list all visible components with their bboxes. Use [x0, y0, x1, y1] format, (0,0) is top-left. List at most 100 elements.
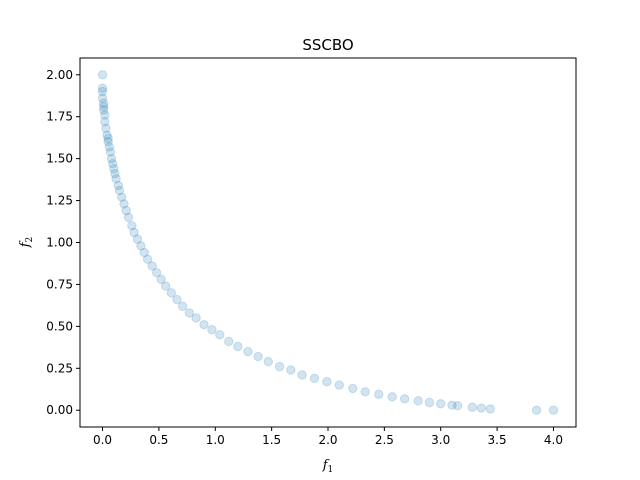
scatter-point: [136, 241, 146, 251]
scatter-point: [374, 389, 384, 399]
scatter-point: [156, 274, 166, 285]
y-axis-label-subscript: 2: [25, 237, 35, 243]
scatter-point: [98, 105, 109, 115]
scatter-point: [399, 394, 410, 404]
y-tick-label: 1.00: [46, 236, 73, 250]
scatter-point: [100, 110, 110, 120]
y-tick-label: 1.25: [46, 194, 73, 208]
scatter-point: [207, 325, 217, 335]
x-axis-label-subscript: 1: [328, 465, 334, 475]
scatter-point: [243, 346, 253, 357]
scatter-point: [123, 212, 134, 223]
scatter-point: [105, 147, 116, 157]
x-tick-label: 2.5: [375, 433, 394, 447]
scatter-point: [467, 402, 477, 412]
scatter-point: [274, 361, 285, 372]
scatter-point: [172, 294, 182, 305]
scatter-point: [177, 301, 188, 311]
scatter-point: [191, 313, 201, 323]
scatter-point: [322, 377, 332, 387]
y-tick-label: 0.50: [46, 319, 73, 333]
scatter-point: [151, 267, 162, 278]
scatter-point: [286, 365, 296, 375]
scatter-point: [436, 399, 446, 409]
scatter-point: [548, 405, 559, 415]
scatter-point: [103, 137, 113, 147]
scatter-point: [139, 247, 149, 258]
x-tick-label: 3.0: [431, 433, 450, 447]
scatter-point: [97, 83, 108, 93]
scatter-point: [103, 133, 113, 144]
scatter-point: [476, 403, 487, 413]
x-axis-ticks: 0.0 0.5 1.0 1.5 2.0 2.5 3.0 3.5 4.0: [93, 427, 563, 447]
scatter-point: [309, 373, 320, 384]
scatter-point: [97, 93, 108, 103]
scatter-point: [253, 351, 263, 362]
y-tick-label: 1.50: [46, 152, 73, 166]
scatter-point: [113, 180, 124, 191]
scatter-point: [224, 336, 234, 347]
x-tick-label: 0.5: [149, 433, 168, 447]
y-axis-ticks: 0.00 0.25 0.50 0.75 1.00 1.25 1.50 1.75 2.00: [46, 68, 80, 417]
scatter-point: [452, 401, 463, 411]
scatter-point: [485, 404, 496, 414]
chart-title: SSCBO: [302, 36, 353, 54]
x-tick-label: 2.0: [318, 433, 337, 447]
scatter-point: [447, 400, 457, 410]
y-axis-label-base: f: [18, 240, 33, 248]
scatter-point: [199, 319, 209, 330]
scatter-point: [348, 383, 358, 394]
scatter-point: [387, 392, 397, 402]
x-axis-label: f1: [322, 458, 334, 475]
plot-frame: [79, 57, 577, 428]
scatter-point: [129, 227, 139, 238]
x-tick-label: 1.5: [262, 433, 281, 447]
x-tick-label: 1.0: [206, 433, 225, 447]
data-points: [97, 70, 559, 415]
y-axis-label: f2: [18, 237, 35, 249]
scatter-point: [107, 158, 118, 169]
scatter-point: [147, 261, 157, 271]
x-axis-label-base: f: [322, 458, 330, 473]
scatter-point: [117, 192, 127, 202]
scatter-point: [111, 174, 121, 184]
x-tick-label: 0.0: [93, 433, 112, 447]
scatter-point: [98, 98, 109, 108]
scatter-point: [114, 185, 125, 196]
scatter-point: [215, 330, 225, 340]
y-tick-label: 0.75: [46, 277, 73, 291]
scatter-point: [413, 396, 423, 406]
scatter-point: [263, 356, 273, 367]
scatter-point: [233, 341, 243, 352]
scatter-point: [184, 308, 195, 318]
scatter-point: [98, 101, 109, 112]
x-tick-label: 3.5: [488, 433, 507, 447]
scatter-point: [121, 205, 131, 216]
scatter-point: [101, 123, 111, 134]
scatter-point: [334, 380, 344, 390]
scatter-point: [97, 70, 108, 80]
scatter-point: [297, 370, 307, 380]
scatter-point: [102, 130, 112, 140]
scatter-point: [100, 117, 110, 127]
scatter-point: [142, 254, 153, 264]
scatter-point: [119, 199, 129, 209]
scatter-point: [104, 142, 115, 152]
scatter-point: [531, 405, 542, 415]
scatter-point: [106, 153, 117, 164]
y-tick-label: 2.00: [46, 68, 73, 82]
scatter-point: [110, 169, 120, 179]
x-tick-label: 4.0: [544, 433, 563, 447]
scatter-point: [160, 281, 171, 291]
scatter-point: [127, 221, 137, 231]
y-tick-label: 0.25: [46, 361, 73, 375]
scatter-point: [166, 288, 177, 298]
scatter-point: [97, 86, 108, 97]
scatter-point: [424, 397, 435, 408]
y-tick-label: 0.00: [46, 403, 73, 417]
y-tick-label: 1.75: [46, 110, 73, 124]
scatter-point: [132, 234, 143, 244]
scatter-point: [109, 164, 119, 174]
scatter-point: [360, 387, 370, 397]
